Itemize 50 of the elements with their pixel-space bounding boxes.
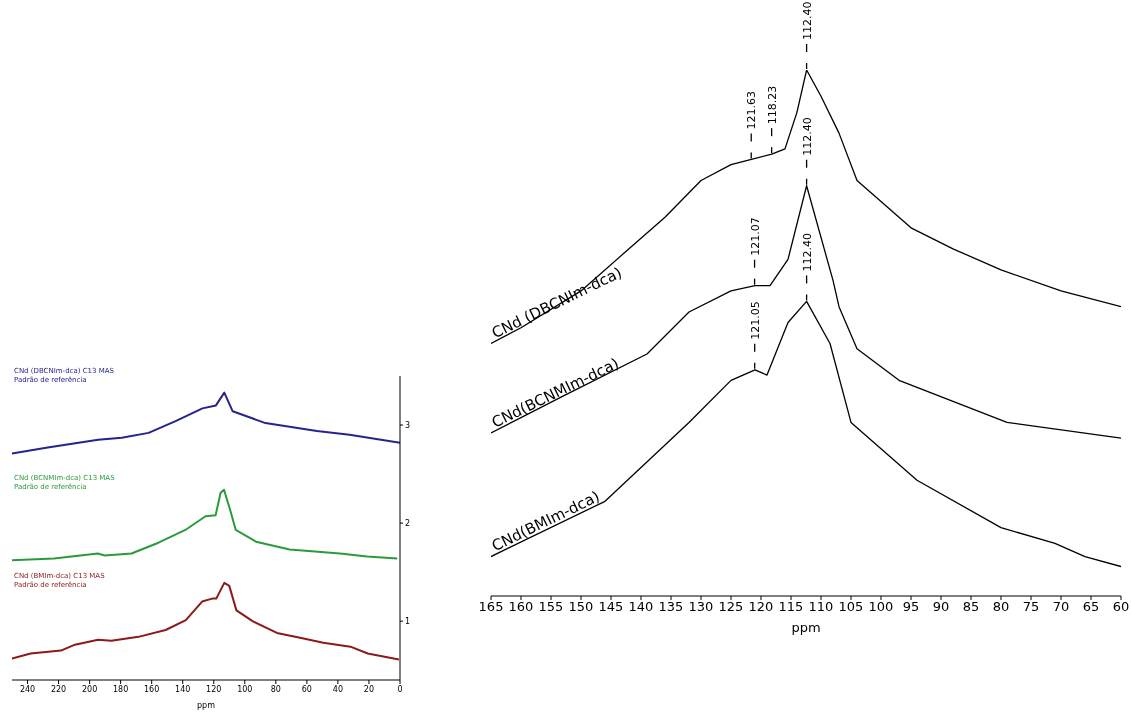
x-tick-label: 220 [50, 684, 67, 694]
x-axis-title: ppm [791, 620, 821, 635]
x-tick-label: 70 [1052, 599, 1070, 615]
x-tick-label: 135 [658, 599, 684, 615]
x-tick-label: 115 [778, 599, 804, 615]
x-tick-label: 120 [748, 599, 774, 615]
line-series [12, 488, 399, 562]
x-tick-label: 105 [838, 599, 864, 615]
x-tick-label: 60 [1112, 599, 1130, 615]
y-tick-label: 2 [405, 518, 411, 528]
x-tick-label: 95 [902, 599, 920, 615]
x-tick-label: 160 [144, 684, 160, 694]
x-tick-label: 120 [206, 684, 222, 694]
x-tick-label: 20 [363, 684, 375, 694]
x-tick-label: 160 [508, 599, 534, 615]
x-tick-label: 80 [270, 684, 281, 694]
x-tick-label: 200 [81, 684, 98, 694]
line-series [12, 391, 400, 455]
annotation: 112.40 [800, 1, 814, 40]
x-tick-label: 90 [932, 599, 950, 615]
x-tick-label: 130 [688, 599, 714, 615]
x-tick-label: 40 [332, 684, 344, 694]
annotation: 112.40 [800, 117, 814, 156]
x-tick-label: 140 [628, 599, 654, 615]
x-tick-label: 240 [19, 684, 36, 694]
annotation: 121.05 [748, 301, 762, 340]
x-tick-label: 75 [1022, 599, 1040, 615]
x-tick-label: 100 [237, 684, 253, 694]
x-tick-label: 140 [175, 684, 191, 694]
annotation: 112.40 [800, 232, 814, 272]
line-series [12, 581, 400, 661]
x-axis-title: ppm [197, 701, 216, 710]
x-tick-label: 155 [538, 599, 564, 615]
x-tick-label: 165 [478, 599, 504, 615]
x-tick-label: 65 [1082, 599, 1100, 615]
y-tick-label: 1 [405, 617, 411, 626]
x-tick-label: 80 [992, 599, 1010, 615]
x-tick-label: 150 [568, 599, 594, 615]
annotation: 121.07 [748, 217, 762, 256]
x-tick-label: 60 [301, 684, 312, 694]
x-tick-label: 180 [113, 684, 129, 694]
x-tick-label: 100 [868, 599, 894, 615]
x-tick-label: 145 [598, 599, 624, 615]
x-tick-label: 110 [808, 599, 834, 615]
x-tick-label: 0 [397, 684, 403, 694]
annotation: 121.63 [745, 90, 759, 130]
annotation: 118.23 [765, 85, 779, 125]
y-tick-label: 3 [405, 420, 411, 430]
x-tick-label: 125 [718, 599, 744, 615]
x-tick-label: 85 [962, 599, 980, 615]
